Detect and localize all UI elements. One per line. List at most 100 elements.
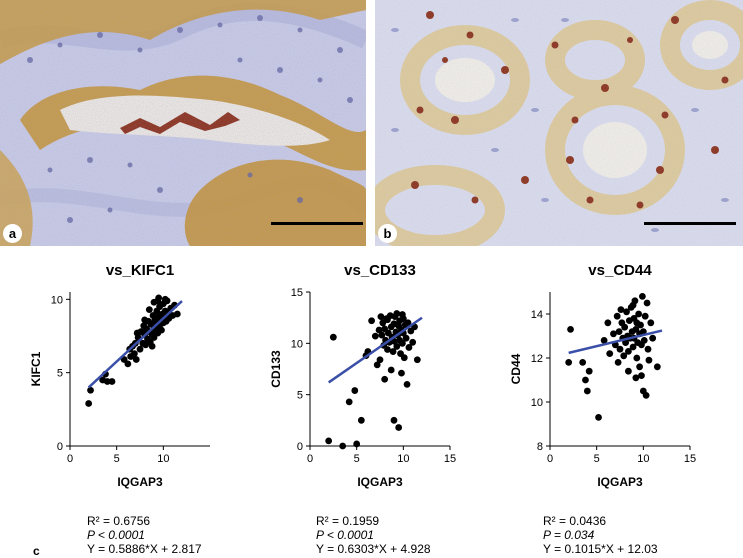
x-axis-title: IQGAP3 [597,475,643,489]
x-tick-label: 0 [67,453,73,465]
data-point [371,332,379,340]
data-point [640,337,648,344]
y-tick-label: 14 [531,309,543,321]
panel-label-b: b [378,224,397,243]
p-value-text: P < 0.0001 [87,528,145,542]
data-point [644,345,652,353]
data-point [637,321,644,329]
data-point [158,326,165,334]
data-point [639,293,646,300]
data-point [148,342,156,350]
data-point [373,361,381,369]
data-point [413,356,421,364]
data-point [653,363,661,371]
data-point [85,400,93,407]
r-squared-text: R² = 0.6756 [87,514,151,528]
data-point [329,333,337,341]
data-point [368,317,375,325]
data-point [649,334,657,342]
data-point [378,331,386,339]
data-point [398,369,405,377]
data-point [393,343,401,350]
data-point [404,319,412,327]
scale-bar-a [271,222,363,225]
data-point [376,356,384,364]
data-point [375,326,383,334]
data-point [617,306,625,313]
y-tick-label: 10 [531,397,543,409]
data-point [625,348,632,355]
x-tick-label: 10 [397,453,409,465]
x-axis-title: IQGAP3 [357,475,403,489]
x-tick-label: 0 [547,453,553,465]
data-point [395,424,403,431]
data-point [629,301,637,309]
data-point [405,344,413,351]
data-point [629,343,637,351]
micrograph-panel-b [375,0,743,246]
data-point [136,345,144,353]
data-point [583,387,591,395]
data-point [103,378,111,385]
y-axis-title: CD133 [269,350,283,388]
data-point [595,414,602,421]
scale-bar-b [644,222,736,225]
p-value-text: P = 0.034 [543,528,595,542]
micrograph-panel-a [0,0,366,246]
y-axis-title: CD44 [509,353,523,384]
y-tick-label: 5 [57,368,63,380]
regression-stats-cd133: R² = 0.1959 P < 0.0001 Y = 0.6303*X + 4.… [316,514,431,556]
data-point [325,437,333,445]
data-point [400,354,408,362]
data-point [377,313,385,321]
data-point [387,366,395,374]
data-point [606,350,614,357]
data-point [610,330,617,338]
y-tick-label: 10 [291,338,303,350]
data-point [141,316,149,324]
regression-line [87,300,183,389]
data-point [639,328,647,335]
panel-label-a: a [3,224,22,243]
data-point [613,312,621,320]
p-value-text: P < 0.0001 [316,528,374,542]
panel-label-c: c [33,544,40,558]
data-point [384,316,391,324]
x-tick-label: 15 [684,453,696,465]
data-point [579,359,587,366]
data-point [647,319,655,327]
fit-equation-text: Y = 0.5886*X + 2.817 [87,542,202,556]
data-point [389,348,397,355]
regression-line [568,329,663,355]
data-point [131,350,138,357]
scatter-chart-cd133: vs_CD133 0 5 10 15 0 5 10 15 IQGAP3 CD133 [250,262,490,522]
y-tick-label: 8 [537,441,543,453]
x-tick-label: 5 [594,453,600,465]
regression-stats-kifc1: R² = 0.6756 P < 0.0001 Y = 0.5886*X + 2.… [87,514,202,556]
scatter-plot-svg: vs_CD133 0 5 10 15 0 5 10 15 IQGAP3 CD133 [269,262,456,489]
data-point [384,346,391,353]
data-point [645,356,653,364]
data-point [381,375,389,383]
data-point [345,398,353,406]
data-point [403,381,411,388]
y-tick-label: 0 [297,441,303,453]
data-point [351,387,359,394]
data-point [642,392,650,399]
chart-title: vs_CD133 [344,262,416,279]
data-point [353,440,361,448]
data-point [636,363,643,371]
data-point [600,337,608,344]
data-point [585,367,593,375]
scatter-chart-kifc1: vs_KIFC1 0 5 10 0 5 10 IQGAP3 KIFC1 [10,262,250,522]
x-tick-label: 10 [637,453,649,465]
data-point [635,310,643,318]
x-axis-title: IQGAP3 [117,475,163,489]
data-point [582,376,589,384]
data-point [402,334,410,342]
data-point [108,378,116,385]
x-tick-label: 5 [354,453,360,465]
fit-equation-text: Y = 0.6303*X + 4.928 [316,542,431,556]
data-point [132,356,140,363]
data-point [357,416,365,424]
